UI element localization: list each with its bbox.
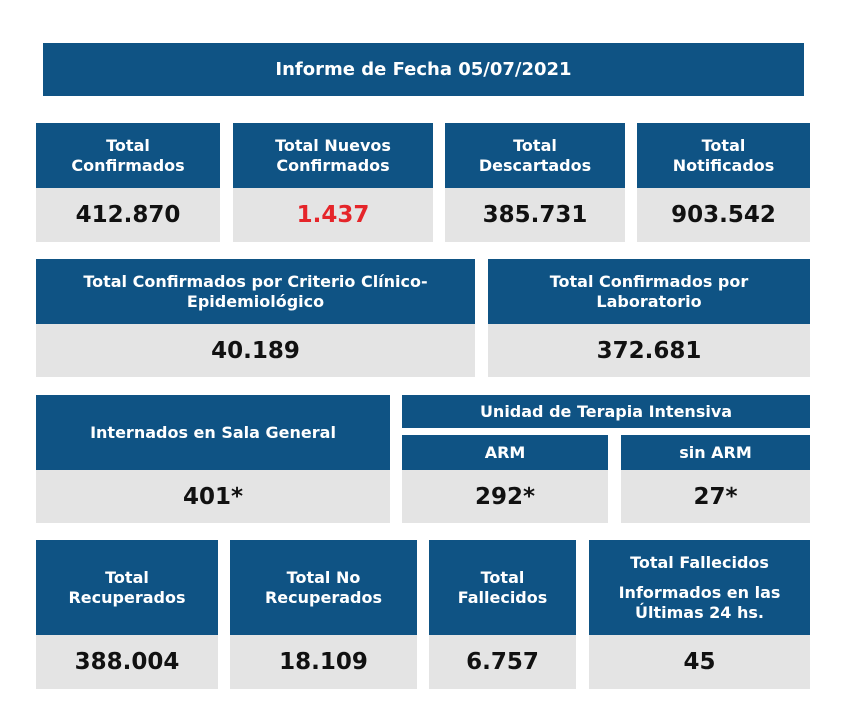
card-header: Total No Recuperados bbox=[230, 540, 417, 635]
card-label: Total Confirmados por Criterio Clínico-E… bbox=[83, 271, 428, 311]
arm-header: ARM bbox=[402, 435, 608, 470]
card-value: 388.004 bbox=[36, 635, 218, 689]
card-label: Total No Recuperados bbox=[264, 567, 382, 607]
card-label: Total Fallecidos bbox=[457, 567, 548, 607]
card-value: 1.437 bbox=[233, 188, 433, 242]
card-value: 903.542 bbox=[637, 188, 810, 242]
arm-value: 292* bbox=[402, 470, 608, 523]
card-label: Total Confirmados bbox=[71, 135, 185, 175]
card-value: 40.189 bbox=[36, 324, 475, 377]
card-value: 372.681 bbox=[488, 324, 810, 377]
report-title: Informe de Fecha 05/07/2021 bbox=[43, 43, 804, 96]
card-label-line2: Informados en las Últimas 24 hs. bbox=[618, 582, 781, 622]
card-header: Total Confirmados por Laboratorio bbox=[488, 259, 810, 324]
card-header: Total Confirmados por Criterio Clínico-E… bbox=[36, 259, 475, 324]
uti-label: Unidad de Terapia Intensiva bbox=[479, 401, 733, 421]
card-label: Internados en Sala General bbox=[90, 422, 336, 442]
card-header: Total Nuevos Confirmados bbox=[233, 123, 433, 188]
card-header: Internados en Sala General bbox=[36, 395, 390, 470]
card-header: Total Fallecidos bbox=[429, 540, 576, 635]
card-label: Total Nuevos Confirmados bbox=[275, 135, 391, 175]
sin-arm-header: sin ARM bbox=[621, 435, 810, 470]
sin-arm-value: 27* bbox=[621, 470, 810, 523]
card-value: 412.870 bbox=[36, 188, 220, 242]
card-value: 45 bbox=[589, 635, 810, 689]
report-title-text: Informe de Fecha 05/07/2021 bbox=[275, 58, 572, 80]
card-header: Total Descartados bbox=[445, 123, 625, 188]
card-header: Total Confirmados bbox=[36, 123, 220, 188]
card-label: Total Notificados bbox=[672, 135, 775, 175]
card-label: Total Recuperados bbox=[68, 567, 186, 607]
card-label: Total Descartados bbox=[478, 135, 592, 175]
uti-header: Unidad de Terapia Intensiva bbox=[402, 395, 810, 428]
card-value: 401* bbox=[36, 470, 390, 523]
card-label-line1: Total Fallecidos bbox=[630, 552, 769, 572]
card-value: 6.757 bbox=[429, 635, 576, 689]
card-header: Total Recuperados bbox=[36, 540, 218, 635]
arm-label: ARM bbox=[484, 442, 526, 462]
sin-arm-label: sin ARM bbox=[679, 442, 752, 462]
card-header: Total Notificados bbox=[637, 123, 810, 188]
card-header: Total Fallecidos Informados en las Últim… bbox=[589, 540, 810, 635]
card-value: 385.731 bbox=[445, 188, 625, 242]
card-label: Total Confirmados por Laboratorio bbox=[549, 271, 749, 311]
card-value: 18.109 bbox=[230, 635, 417, 689]
